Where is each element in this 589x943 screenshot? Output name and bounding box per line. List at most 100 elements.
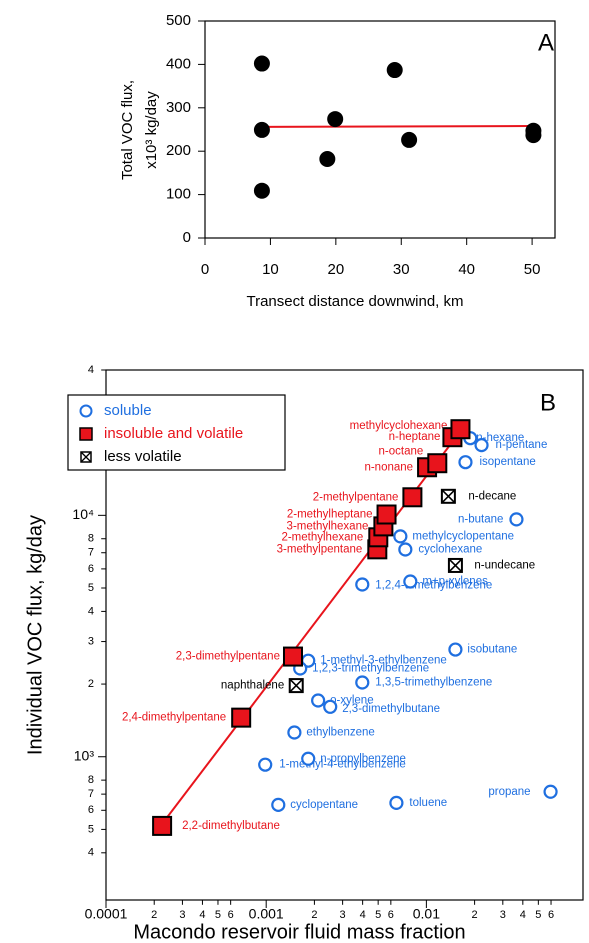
x-tick-label: 4 bbox=[360, 909, 366, 921]
y-axis-label: Individual VOC flux, kg/day bbox=[24, 515, 46, 755]
y-axis-label: Total VOC flux, bbox=[119, 80, 136, 180]
point bbox=[458, 455, 473, 470]
point bbox=[152, 815, 173, 836]
point-label: 2-methylheptane bbox=[287, 509, 373, 521]
legend-label: less volatile bbox=[104, 448, 182, 465]
point-label: propane bbox=[488, 786, 530, 798]
point-label: 1-methyl-4-ethylbenzene bbox=[279, 759, 406, 771]
legend-marker bbox=[79, 427, 93, 441]
point bbox=[393, 529, 408, 544]
y-tick-label: 500 bbox=[166, 12, 191, 29]
point bbox=[355, 577, 370, 592]
y-tick-label: 5 bbox=[88, 582, 94, 594]
x-tick-label: 3 bbox=[340, 909, 346, 921]
y-tick-label: 4 bbox=[88, 847, 94, 859]
x-tick-label: 2 bbox=[311, 909, 317, 921]
marker-cross bbox=[448, 558, 463, 573]
y-tick-label: 5 bbox=[88, 823, 94, 835]
x-tick-label: 3 bbox=[500, 909, 506, 921]
x-tick-label: 4 bbox=[199, 909, 205, 921]
legend-label: soluble bbox=[104, 402, 152, 419]
fit-line bbox=[261, 125, 533, 128]
point-label: cyclopentane bbox=[290, 799, 358, 811]
point-label: n-hexane bbox=[476, 432, 524, 444]
x-tick-label: 5 bbox=[375, 909, 381, 921]
point-label: ethylbenzene bbox=[306, 727, 374, 739]
x-tick-label: 3 bbox=[179, 909, 185, 921]
point-label: naphthalene bbox=[221, 680, 284, 692]
y-tick-label: 300 bbox=[166, 99, 191, 116]
point bbox=[389, 795, 404, 810]
point bbox=[258, 757, 273, 772]
x-tick-label: 2 bbox=[472, 909, 478, 921]
point-label: 1,2,3-trimethylbenzene bbox=[312, 663, 429, 675]
legend-cross bbox=[80, 451, 92, 463]
x-tick-label: 6 bbox=[388, 909, 394, 921]
legend-box bbox=[67, 394, 286, 471]
point-label: methylcyclopentane bbox=[412, 530, 514, 542]
panel-label: B bbox=[540, 389, 556, 416]
y-tick-label: 200 bbox=[166, 142, 191, 159]
plot-frame bbox=[204, 20, 556, 239]
point-label: isobutane bbox=[467, 644, 517, 656]
x-axis-label: Transect distance downwind, km bbox=[246, 293, 463, 310]
y-tick-label: 4 bbox=[88, 364, 94, 376]
point bbox=[402, 487, 423, 508]
point bbox=[231, 707, 252, 728]
point bbox=[282, 646, 303, 667]
point bbox=[398, 542, 413, 557]
point-label: n-butane bbox=[458, 513, 503, 525]
legend-swatch bbox=[79, 427, 93, 441]
point-label: 2-methylpentane bbox=[313, 491, 399, 503]
point bbox=[301, 751, 316, 766]
x-tick-label: 0.01 bbox=[413, 906, 440, 922]
point-label: toluene bbox=[409, 797, 447, 809]
x-tick-label: 20 bbox=[327, 261, 344, 278]
x-tick-label: 50 bbox=[524, 261, 541, 278]
point bbox=[401, 131, 418, 148]
x-tick-label: 0.001 bbox=[249, 906, 284, 922]
point bbox=[253, 182, 270, 199]
point bbox=[427, 453, 448, 474]
x-axis-label: Macondo reservoir fluid mass fraction bbox=[133, 921, 465, 943]
point bbox=[355, 675, 370, 690]
x-tick-label: 5 bbox=[535, 909, 541, 921]
point bbox=[474, 438, 489, 453]
point-label: isopentane bbox=[479, 456, 535, 468]
x-tick-label: 6 bbox=[228, 909, 234, 921]
point bbox=[450, 419, 471, 440]
y-tick-label: 7 bbox=[88, 547, 94, 559]
point bbox=[376, 504, 397, 525]
y-tick-label: 10³ bbox=[74, 747, 95, 763]
y-tick-label: 100 bbox=[166, 186, 191, 203]
point bbox=[403, 574, 418, 589]
x-tick-label: 6 bbox=[548, 909, 554, 921]
point-label: 2-methylhexane bbox=[281, 531, 363, 543]
x-tick-label: 2 bbox=[151, 909, 157, 921]
y-tick-label: 2 bbox=[88, 678, 94, 690]
x-tick-label: 0.0001 bbox=[85, 906, 128, 922]
point bbox=[327, 111, 344, 128]
y-tick-label: 4 bbox=[88, 605, 94, 617]
point-label: methylcyclohexane bbox=[350, 420, 448, 432]
y-tick-label: 8 bbox=[88, 533, 94, 545]
point-label: 2,3-dimethylbutane bbox=[342, 703, 440, 715]
y-tick-label: 8 bbox=[88, 774, 94, 786]
point-label: n-pentane bbox=[496, 439, 548, 451]
point bbox=[288, 678, 304, 694]
point-label: 2,2-dimethylbutane bbox=[182, 820, 280, 832]
y-tick-label: 3 bbox=[88, 635, 94, 647]
point bbox=[287, 725, 302, 740]
point bbox=[323, 699, 338, 714]
y-tick-label: 6 bbox=[88, 804, 94, 816]
legend-swatch bbox=[79, 404, 93, 418]
x-tick-label: 5 bbox=[215, 909, 221, 921]
y-tick-label: 400 bbox=[166, 55, 191, 72]
point-label: cyclohexane bbox=[418, 544, 482, 556]
point-label: m+p-xylenes bbox=[422, 576, 488, 588]
point bbox=[509, 512, 524, 527]
point-label: n-nonane bbox=[364, 461, 413, 473]
point bbox=[525, 127, 542, 144]
marker-cross bbox=[441, 489, 456, 504]
